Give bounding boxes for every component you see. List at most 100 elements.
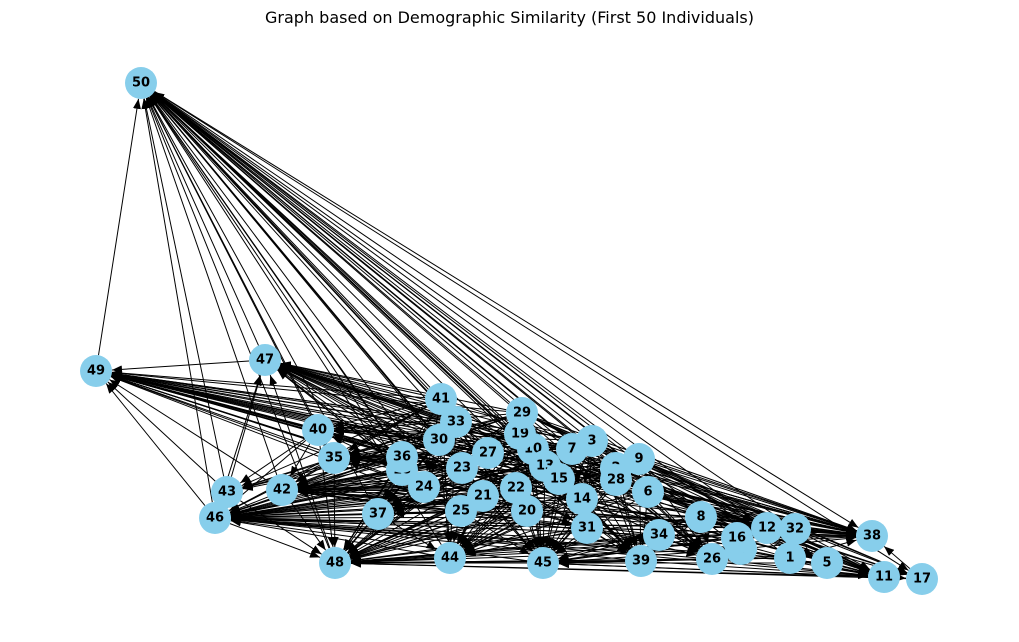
edge-35-48 xyxy=(330,473,339,548)
node-circle xyxy=(721,522,753,554)
node-22: 22 xyxy=(500,472,532,504)
node-38: 38 xyxy=(856,520,888,552)
edge-20-48 xyxy=(350,514,512,561)
node-label: 14 xyxy=(573,492,591,507)
node-label: 8 xyxy=(696,510,705,525)
edge-33-35 xyxy=(349,426,441,455)
edge-9-50 xyxy=(153,92,627,450)
node-label: 47 xyxy=(256,353,274,368)
edge-19-40 xyxy=(333,426,505,435)
node-47: 47 xyxy=(249,344,281,376)
node-label: 6 xyxy=(643,485,652,500)
edge-46-50 xyxy=(141,98,213,503)
edge-30-44 xyxy=(440,455,452,543)
graph-title: Graph based on Demographic Similarity (F… xyxy=(265,8,754,27)
edge-9-17 xyxy=(653,464,908,574)
edge-37-44 xyxy=(391,521,437,551)
edge-10-48 xyxy=(348,456,520,556)
node-1: 1 xyxy=(774,542,806,574)
node-label: 34 xyxy=(650,528,668,543)
node-12: 12 xyxy=(751,512,783,544)
edge-17-45 xyxy=(558,560,907,579)
edge-18-37 xyxy=(385,483,395,501)
node-36: 36 xyxy=(386,441,418,473)
node-label: 29 xyxy=(513,406,531,421)
node-label: 40 xyxy=(309,423,327,438)
node-48: 48 xyxy=(319,547,351,579)
edge-6-50 xyxy=(153,92,636,483)
node-circle xyxy=(811,547,843,579)
node-28: 28 xyxy=(600,464,632,496)
node-label: 38 xyxy=(863,529,881,544)
node-circle xyxy=(774,542,806,574)
node-circle xyxy=(425,383,457,415)
node-circle xyxy=(302,414,334,446)
node-label: 44 xyxy=(441,551,459,566)
node-label: 36 xyxy=(393,450,411,465)
edge-10-50 xyxy=(152,93,522,439)
edge-3-50 xyxy=(153,92,580,432)
node-label: 49 xyxy=(87,364,105,379)
node-label: 45 xyxy=(534,556,552,571)
node-label: 24 xyxy=(415,480,433,495)
node-43: 43 xyxy=(211,476,243,508)
node-32: 32 xyxy=(779,513,811,545)
edge-27-42 xyxy=(297,455,473,490)
edge-41-40 xyxy=(333,402,426,428)
node-label: 19 xyxy=(511,427,529,442)
edge-19-49 xyxy=(111,370,505,433)
edge-20-31 xyxy=(542,514,572,525)
edge-8-26 xyxy=(701,532,710,544)
node-label: 12 xyxy=(758,521,776,536)
edge-42-48 xyxy=(290,502,327,551)
node-label: 43 xyxy=(218,485,236,500)
node-label: 48 xyxy=(326,556,344,571)
edge-47-49 xyxy=(111,360,250,374)
node-circle xyxy=(318,442,350,474)
node-label: 16 xyxy=(728,531,746,546)
edge-49-50 xyxy=(98,98,141,356)
edge-36-42 xyxy=(297,460,387,487)
node-circle xyxy=(600,464,632,496)
node-label: 9 xyxy=(634,452,643,467)
node-circle xyxy=(446,452,478,484)
node-circle xyxy=(856,520,888,552)
node-label: 25 xyxy=(452,504,470,519)
edge-16-46 xyxy=(230,514,722,538)
edge-25-45 xyxy=(474,519,530,555)
edge-32-50 xyxy=(153,91,783,521)
edge-18-40 xyxy=(332,436,388,464)
node-circle xyxy=(543,463,575,495)
edge-22-44 xyxy=(460,499,506,547)
node-29: 29 xyxy=(506,397,538,429)
edge-46-48 xyxy=(229,523,321,558)
node-circle xyxy=(266,474,298,506)
node-label: 33 xyxy=(447,415,465,430)
edge-27-50 xyxy=(151,94,478,442)
edge-35-49 xyxy=(110,376,320,453)
node-label: 17 xyxy=(913,572,931,587)
node-circle xyxy=(779,513,811,545)
node-46: 46 xyxy=(199,502,231,534)
node-44: 44 xyxy=(434,542,466,574)
node-circle xyxy=(386,441,418,473)
edge-37-48 xyxy=(345,525,368,552)
node-label: 31 xyxy=(578,521,596,536)
node-35: 35 xyxy=(318,442,350,474)
edge-37-46 xyxy=(230,513,363,522)
node-label: 20 xyxy=(518,504,536,519)
node-15: 15 xyxy=(543,463,575,495)
node-circle xyxy=(623,443,655,475)
node-45: 45 xyxy=(527,547,559,579)
node-label: 21 xyxy=(474,489,492,504)
edge-24-50 xyxy=(149,95,416,475)
node-label: 30 xyxy=(430,433,448,448)
node-label: 39 xyxy=(632,554,650,569)
node-label: 3 xyxy=(587,434,596,449)
edge-28-48 xyxy=(350,484,601,560)
node-41: 41 xyxy=(425,383,457,415)
node-16: 16 xyxy=(721,522,753,554)
node-9: 9 xyxy=(623,443,655,475)
edge-20-44 xyxy=(463,518,514,551)
